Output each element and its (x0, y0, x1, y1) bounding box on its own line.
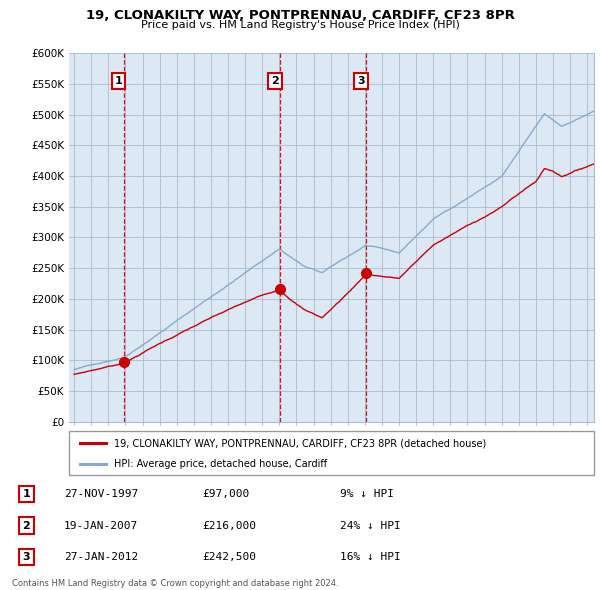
Text: 27-NOV-1997: 27-NOV-1997 (64, 489, 138, 499)
Text: £216,000: £216,000 (202, 520, 256, 530)
Text: 3: 3 (357, 76, 365, 86)
Text: Price paid vs. HM Land Registry's House Price Index (HPI): Price paid vs. HM Land Registry's House … (140, 20, 460, 30)
Text: 19, CLONAKILTY WAY, PONTPRENNAU, CARDIFF, CF23 8PR (detached house): 19, CLONAKILTY WAY, PONTPRENNAU, CARDIFF… (113, 438, 486, 448)
Text: 3: 3 (23, 552, 30, 562)
Text: 27-JAN-2012: 27-JAN-2012 (64, 552, 138, 562)
Text: £97,000: £97,000 (202, 489, 250, 499)
Text: 1: 1 (115, 76, 122, 86)
Text: HPI: Average price, detached house, Cardiff: HPI: Average price, detached house, Card… (113, 459, 327, 469)
Text: 19-JAN-2007: 19-JAN-2007 (64, 520, 138, 530)
Text: 19, CLONAKILTY WAY, PONTPRENNAU, CARDIFF, CF23 8PR: 19, CLONAKILTY WAY, PONTPRENNAU, CARDIFF… (86, 9, 514, 22)
Text: 9% ↓ HPI: 9% ↓ HPI (340, 489, 394, 499)
Text: £242,500: £242,500 (202, 552, 256, 562)
Text: 16% ↓ HPI: 16% ↓ HPI (340, 552, 401, 562)
Text: 2: 2 (271, 76, 279, 86)
FancyBboxPatch shape (69, 431, 594, 475)
Text: 24% ↓ HPI: 24% ↓ HPI (340, 520, 401, 530)
Text: 1: 1 (23, 489, 30, 499)
Text: 2: 2 (23, 520, 30, 530)
Text: Contains HM Land Registry data © Crown copyright and database right 2024.
This d: Contains HM Land Registry data © Crown c… (12, 579, 338, 590)
